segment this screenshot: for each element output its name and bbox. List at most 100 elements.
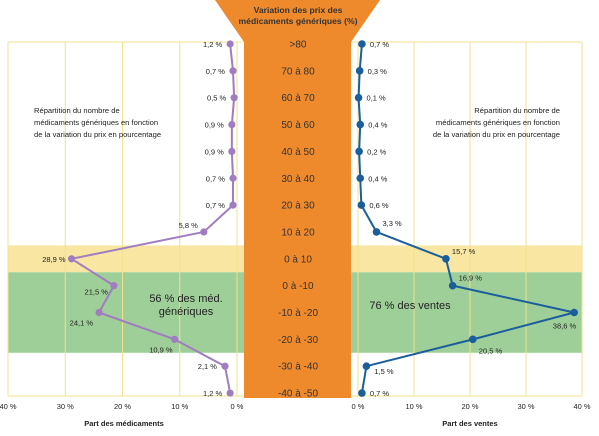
center-header-line-1: Variation des prix des [254,5,343,15]
left-x-axis-title: Part des médicaments [84,419,164,428]
right-data-point [356,174,365,183]
right-x-tick-label: 40 % [573,402,590,411]
right-x-tick-label: 0 % [352,402,365,411]
right-data-label: 0,4 % [368,174,388,183]
right-data-point [372,228,381,236]
right-data-label: 0,1 % [367,94,387,103]
right-series: 0,7 % 0,3 % 0,1 % 0,4 % 0,2 % 0,4 % 0,6 % 3,3 %… [354,40,578,398]
bin-label: -40 à -50 [278,389,318,400]
left-annotation-line-1: Répartition du nombre de [34,106,120,115]
bin-label: 70 à 80 [281,66,315,77]
left-data-label: 0,9 % [205,147,225,156]
left-x-tick-label: 20 % [114,402,131,411]
left-data-label: 5,8 % [179,221,199,230]
right-data-label: 0,4 % [368,121,388,130]
left-data-label: 2,1 % [198,362,218,371]
bin-label: 20 à 30 [281,201,315,212]
left-data-label: 24,1 % [70,319,94,328]
right-data-label: 1,5 % [374,367,394,376]
left-zone-label-line-2: génériques [159,306,214,318]
left-data-label: 0,7 % [206,174,226,183]
bin-label: 0 à -10 [282,281,314,292]
left-data-point [170,335,179,343]
right-data-label: 3,3 % [382,219,402,228]
bin-label: -30 à -40 [278,362,318,373]
left-data-label: 1,2 % [203,389,223,398]
right-data-point [357,201,366,209]
left-data-point [228,120,236,129]
right-annotation-line-3: de la variation du prix en pourcentage [433,130,560,139]
left-data-point [67,255,76,263]
bin-label: -10 à -20 [278,308,318,319]
right-data-point [362,362,371,371]
right-data-point [355,67,364,75]
right-data-label: 0,2 % [367,147,387,156]
left-data-label: 0,5 % [207,94,227,103]
right-data-label: 0,7 % [370,40,390,49]
right-data-point [355,147,363,156]
left-data-point [110,282,118,290]
left-data-label: 0,7 % [206,67,226,76]
right-data-point [356,120,365,129]
right-x-tick-label: 10 % [405,402,422,411]
left-annotation-line-3: de la variation du prix en pourcentage [34,130,161,139]
bin-label: -20 à -30 [278,335,318,346]
right-data-label: 0,7 % [370,389,390,398]
bin-label: 0 à 10 [284,254,312,265]
left-data-label: 28,9 % [42,255,66,264]
left-series-line [70,43,236,394]
right-data-label: 20,5 % [479,346,503,355]
bin-label: 60 à 70 [281,93,315,104]
left-data-point [228,147,236,155]
right-data-point [354,93,363,102]
left-data-label: 1,2 % [203,40,223,49]
center-orange-band [215,0,380,398]
right-data-point [442,254,450,263]
right-data-label: 15,7 % [452,247,476,256]
left-data-point [95,308,103,317]
right-series-line [357,43,576,394]
left-annotation-line-2: médicaments génériques en fonction [34,118,158,127]
left-data-label: 21,5 % [85,288,109,297]
axes: 40 % 30 % 20 % 10 % 0 % 0 % 10 % 20 % 30 % 40 % Pa… [0,402,591,428]
bin-label: 30 à 40 [281,174,315,185]
left-data-point [229,67,237,75]
left-data-point [221,362,229,370]
right-annotation-line-1: Répartition du nombre de [474,106,560,115]
bin-labels: >80 70 à 80 60 à 70 50 à 60 40 à 50 30 à 40 20… [278,40,318,400]
left-x-tick-label: 30 % [57,402,74,411]
left-data-point [230,94,238,102]
left-data-point [229,174,237,182]
right-data-label: 16,9 % [459,274,483,283]
left-data-point [226,389,234,397]
left-data-label: 0,7 % [206,201,226,210]
right-data-point [570,308,578,317]
bin-label: 50 à 60 [281,120,315,131]
left-data-label: 0,9 % [205,121,225,130]
annotations: Répartition du nombre de médicaments géné… [34,106,560,318]
bin-label: 10 à 20 [281,227,315,238]
left-series: 1,2 % 0,7 % 0,5 % 0,9 % 0,9 % 0,7 % 0,7 % 5,8 %… [42,40,238,398]
right-data-label: 0,6 % [369,201,389,210]
right-x-axis-title: Part des ventes [442,419,497,428]
right-data-point [469,335,477,344]
right-x-tick-label: 20 % [461,402,478,411]
right-annotation-line-2: médicaments génériques en fonction [436,118,560,127]
left-x-tick-label: 0 % [231,402,244,411]
center-header-line-2: médicaments génériques (%) [239,16,358,26]
left-data-point [200,228,208,236]
right-data-point [448,281,457,290]
left-x-tick-label: 40 % [0,402,17,411]
right-data-label: 0,3 % [368,67,388,76]
right-zone-label-line-1: 76 % des ventes [369,300,451,312]
right-data-point [358,40,366,48]
bin-label: 40 à 50 [281,147,315,158]
left-data-point [226,40,234,48]
left-zone-label-line-1: 56 % des méd. [149,293,222,305]
right-data-point [358,389,366,397]
right-data-label: 38,6 % [553,322,577,331]
bin-label: >80 [290,40,307,51]
